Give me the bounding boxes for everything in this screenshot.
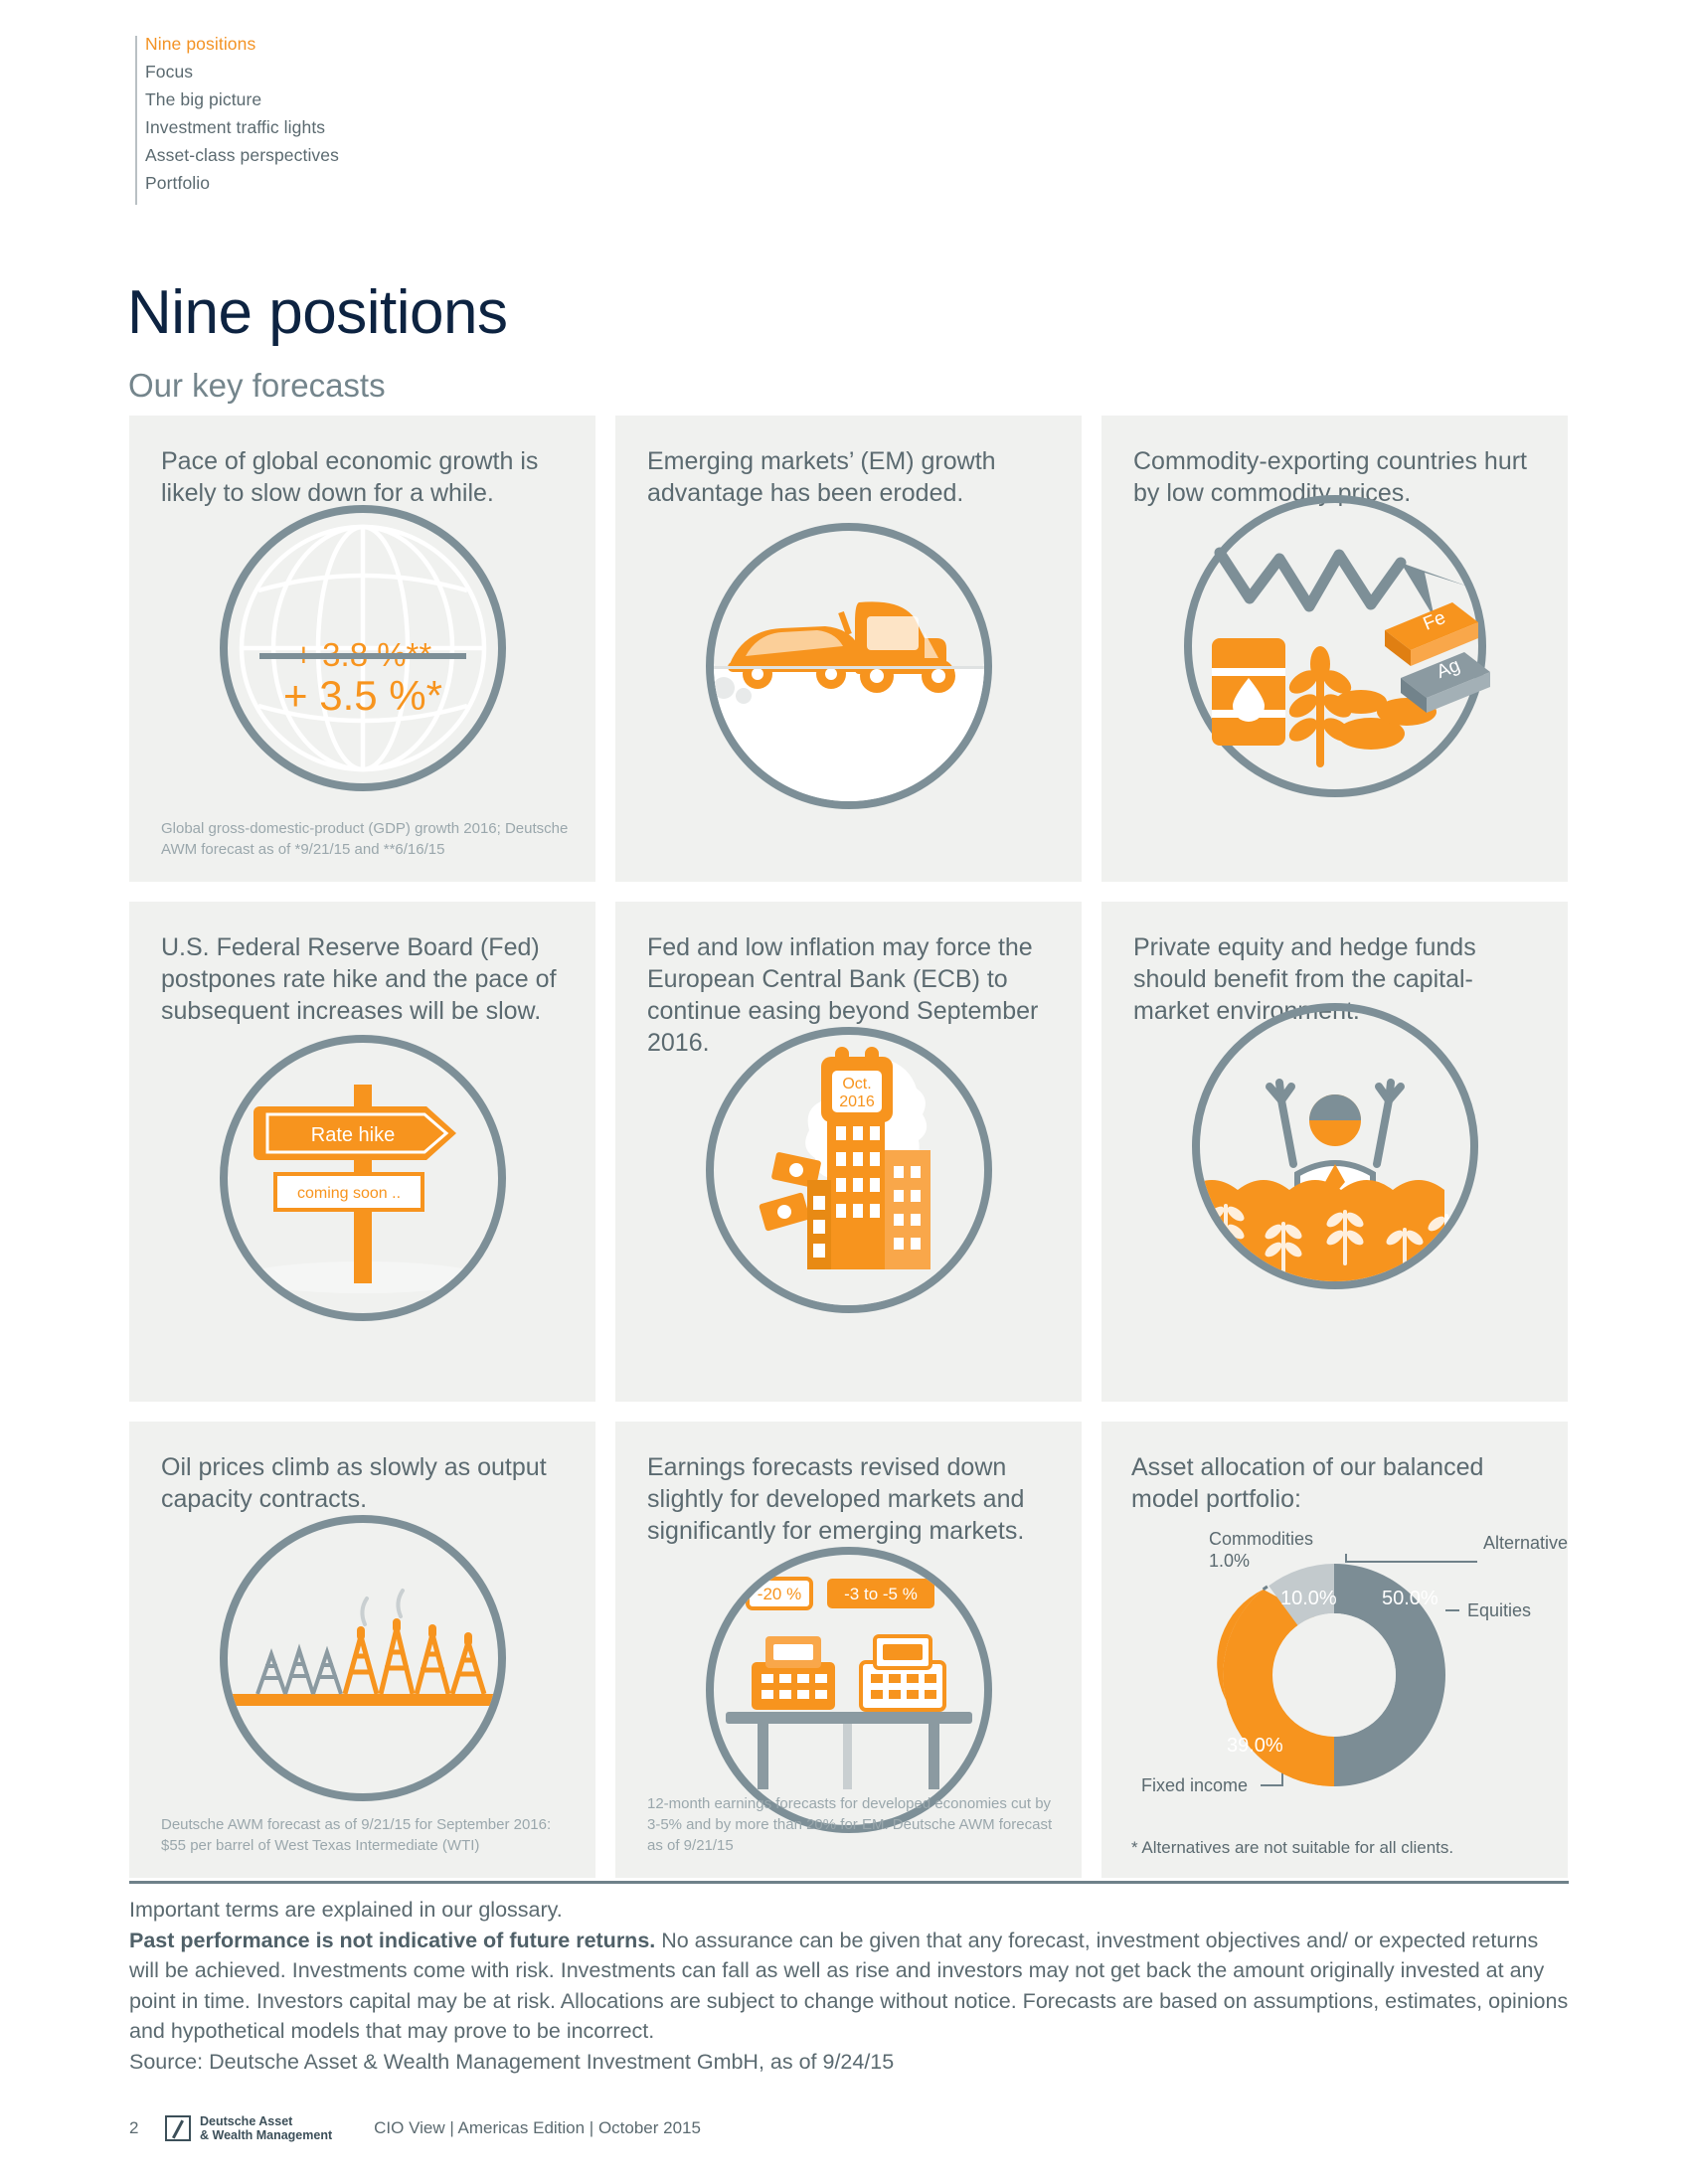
banknote-icon [759, 1152, 821, 1232]
deutsche-bank-logo-icon [165, 2115, 191, 2141]
card-title: Private equity and hedge funds should be… [1133, 933, 1476, 1025]
card-earnings-forecasts: Earnings forecasts revised down slightly… [615, 1422, 1082, 1878]
card-title: Commodity-exporting countries hurt by lo… [1133, 447, 1527, 507]
page-subtitle: Our key forecasts [128, 367, 386, 404]
card-title: Oil prices climb as slowly as output cap… [161, 1453, 547, 1513]
commodities-down-arrow-icon: Fe Ag [1183, 495, 1490, 797]
card-title: Earnings forecasts revised down slightly… [647, 1453, 1025, 1545]
card-title: Pace of global economic growth is likely… [161, 447, 539, 507]
card-title: Fed and low inflation may force the Euro… [647, 933, 1039, 1057]
card-commodity-exporters: Commodity-exporting countries hurt by lo… [1101, 416, 1568, 882]
signpost-icon: Rate hike coming soon .. [219, 1035, 506, 1321]
car-rickshaw-icon [705, 523, 992, 809]
sign-top-label: Rate hike [310, 1124, 395, 1146]
fixed-income-label: Fixed income [1141, 1775, 1248, 1795]
positions-row-3: Oil prices climb as slowly as output cap… [129, 1422, 1569, 1878]
brand-line-2: & Wealth Management [200, 2128, 333, 2142]
card-title: Asset allocation of our balanced model p… [1131, 1453, 1484, 1513]
silver-bar-icon: Ag [1400, 652, 1490, 713]
page-number: 2 [129, 2118, 139, 2137]
disclaimer-body: No assurance can be given that any forec… [129, 1928, 1569, 2044]
oil-barrel-icon [1211, 638, 1285, 746]
card-ecb-easing: Fed and low inflation may force the Euro… [615, 902, 1082, 1402]
card-private-equity: Private equity and hedge funds should be… [1101, 902, 1568, 1402]
calendar-year: 2016 [839, 1093, 875, 1110]
cash-registers-icon: -20 % -3 to -5 % [705, 1547, 992, 1833]
table-of-contents: Nine positions Focus The big picture Inv… [135, 30, 612, 197]
positions-row-1: Pace of global economic growth is likely… [129, 416, 1569, 882]
toc-item-focus[interactable]: Focus [145, 62, 194, 82]
card-em-growth: Emerging markets’ (EM) growth advantage … [615, 416, 1082, 882]
calendar-icon: Oct. 2016 [820, 1047, 893, 1122]
iron-bar-icon: Fe [1384, 602, 1478, 666]
asset-allocation-donut-chart: Commodities 1.0% Alternatives* Equities … [1101, 1499, 1568, 1827]
oil-rigs-icon [219, 1515, 506, 1801]
footer-meta: CIO View | Americas Edition | October 20… [374, 2118, 701, 2137]
past-performance-bold: Past performance is not indicative of fu… [129, 1928, 656, 1952]
page-title: Nine positions [127, 278, 508, 347]
toc-item-portfolio[interactable]: Portfolio [145, 173, 211, 193]
alternatives-label: Alternatives* [1483, 1533, 1568, 1553]
card-global-growth: Pace of global economic growth is likely… [129, 416, 595, 882]
alternatives-footnote: * Alternatives are not suitable for all … [1131, 1838, 1454, 1857]
page-footer: 2 Deutsche Asset & Wealth Management CIO… [129, 2114, 701, 2142]
source-line: Source: Deutsche Asset & Wealth Manageme… [129, 2049, 895, 2074]
ore-nuggets-icon [1334, 690, 1437, 750]
toc-item-investment-traffic-lights[interactable]: Investment traffic lights [145, 117, 326, 137]
glossary-line: Important terms are explained in our glo… [129, 1898, 563, 1922]
toc-item-the-big-picture[interactable]: The big picture [145, 89, 262, 109]
positions-row-2: U.S. Federal Reserve Board (Fed) postpon… [129, 902, 1569, 1402]
commodities-label: Commodities [1209, 1529, 1313, 1549]
card-asset-allocation: Asset allocation of our balanced model p… [1101, 1422, 1568, 1878]
disclaimer-text: Important terms are explained in our glo… [129, 1895, 1571, 2077]
register-left-icon [751, 1636, 835, 1710]
card-note: Deutsche AWM forecast as of 9/21/15 for … [161, 1816, 552, 1854]
card-title: U.S. Federal Reserve Board (Fed) postpon… [161, 933, 557, 1025]
toc-item-asset-class-perspectives[interactable]: Asset-class perspectives [145, 145, 339, 165]
tag-left-label: -20 % [757, 1585, 800, 1603]
card-fed-rate-hike: U.S. Federal Reserve Board (Fed) postpon… [129, 902, 595, 1402]
slice-commodities [1262, 1585, 1268, 1592]
toc-item-nine-positions[interactable]: Nine positions [145, 34, 256, 54]
equities-value: 50.0% [1382, 1588, 1438, 1609]
brand-name: Deutsche Asset & Wealth Management [200, 2114, 332, 2142]
fixed-income-value: 39.0% [1227, 1735, 1283, 1757]
brand-line-1: Deutsche Asset [200, 2114, 293, 2128]
alternatives-value: 10.0% [1280, 1588, 1337, 1609]
tag-right-label: -3 to -5 % [844, 1585, 918, 1603]
card-oil-prices: Oil prices climb as slowly as output cap… [129, 1422, 595, 1878]
card-note: Global gross-domestic-product (GDP) grow… [161, 820, 569, 858]
slice-alternatives [1268, 1564, 1334, 1626]
slice-equities [1334, 1564, 1445, 1786]
equities-label: Equities [1467, 1600, 1531, 1620]
person-in-wheat-icon [1191, 1003, 1478, 1289]
globe-icon: + 3.8 %** + 3.5 %* [219, 505, 506, 791]
calendar-month: Oct. [842, 1076, 871, 1092]
sign-bottom-label: coming soon .. [296, 1185, 400, 1202]
gdp-new-value: + 3.5 %* [283, 672, 442, 719]
card-title: Emerging markets’ (EM) growth advantage … [647, 447, 996, 507]
card-note: 12-month earnings forecasts for develope… [647, 1795, 1053, 1854]
ecb-building-icon: Oct. 2016 [705, 1027, 992, 1313]
positions-grid: Pace of global economic growth is likely… [129, 416, 1569, 1898]
register-right-icon [858, 1634, 946, 1712]
commodities-value: 1.0% [1209, 1551, 1250, 1571]
toc-divider [135, 36, 137, 205]
disclaimer-divider [129, 1881, 1569, 1884]
